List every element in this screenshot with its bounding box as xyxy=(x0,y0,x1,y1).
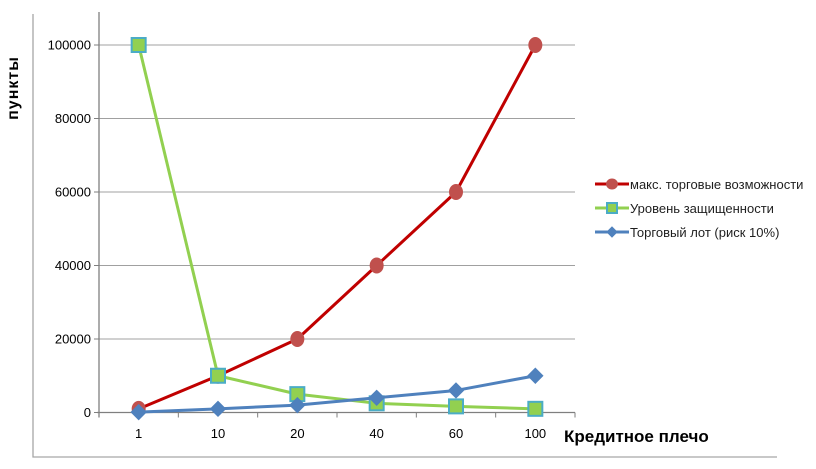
legend: макс. торговые возможности Уровень защищ… xyxy=(595,172,803,244)
legend-marker-shape xyxy=(606,202,618,214)
legend-marker-shape xyxy=(606,226,618,238)
legend-item: макс. торговые возможности xyxy=(595,172,803,196)
data-point-marker xyxy=(289,396,306,414)
x-tick-label: 1 xyxy=(135,426,142,441)
data-point-marker xyxy=(130,403,147,421)
series-line xyxy=(137,374,537,414)
legend-marker-shape xyxy=(606,178,618,190)
x-tick-label: 10 xyxy=(211,426,225,441)
data-point-marker xyxy=(210,367,226,384)
y-tick-label: 80000 xyxy=(55,111,91,126)
data-point-marker xyxy=(130,37,147,53)
y-tick-label: 60000 xyxy=(55,185,91,200)
x-tick-label: 20 xyxy=(290,426,304,441)
chart-border xyxy=(32,14,777,458)
y-tick-label: 40000 xyxy=(55,258,91,273)
series-line xyxy=(137,43,537,411)
data-point-marker xyxy=(209,400,227,418)
data-point-marker xyxy=(290,331,305,347)
x-tick-label: 40 xyxy=(369,426,383,441)
data-point-marker xyxy=(449,184,463,200)
legend-label: Уровень защищенности xyxy=(630,200,774,216)
data-point-marker xyxy=(528,37,543,53)
data-point-marker xyxy=(527,367,544,384)
data-point-marker xyxy=(368,389,385,407)
data-point-marker xyxy=(369,257,384,274)
y-axis-title: пункты xyxy=(5,56,22,120)
legend-label: макс. торговые возможности xyxy=(630,176,804,192)
data-point-marker xyxy=(447,382,465,399)
legend-label: Торговый лот (риск 10%) xyxy=(630,224,780,240)
legend-marker-square-icon xyxy=(595,202,629,214)
legend-marker-circle-icon xyxy=(595,178,629,190)
data-point-marker xyxy=(448,398,464,415)
x-tick-label: 100 xyxy=(524,426,546,441)
legend-item: Уровень защищенности xyxy=(595,196,803,220)
x-axis-title: Кредитное плечо xyxy=(564,427,709,446)
y-tick-label: 100000 xyxy=(48,38,91,53)
x-tick-label: 60 xyxy=(449,426,463,441)
y-tick-label: 0 xyxy=(84,405,91,420)
y-tick-label: 20000 xyxy=(55,332,91,347)
data-point-marker xyxy=(527,400,544,417)
legend-marker-diamond-icon xyxy=(595,226,629,238)
legend-item: Торговый лот (риск 10%) xyxy=(595,220,803,244)
series-line xyxy=(137,43,537,411)
